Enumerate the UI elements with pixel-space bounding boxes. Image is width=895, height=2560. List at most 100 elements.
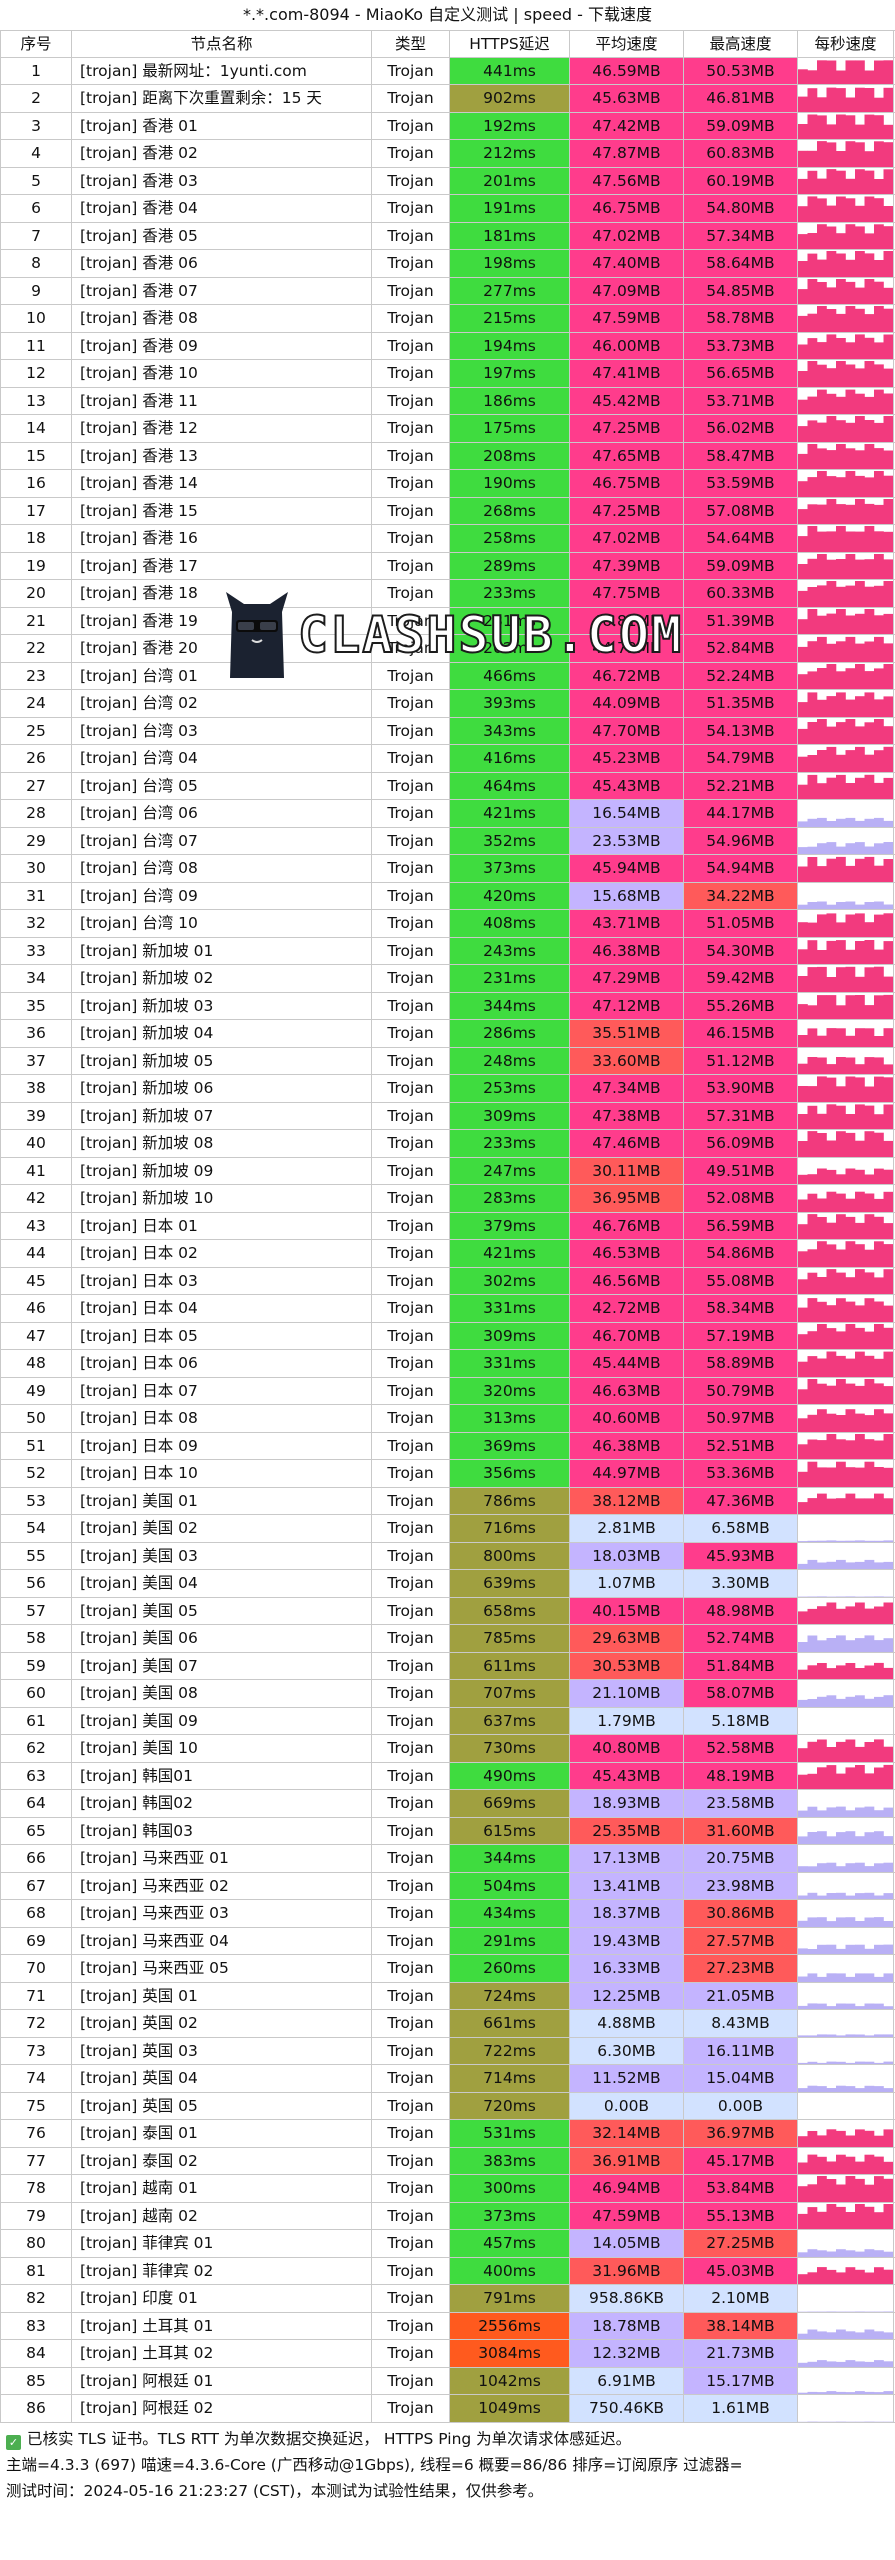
- speed-sample-bar: [874, 1696, 884, 1707]
- row-index: 72: [0, 2010, 72, 2037]
- speed-sample-bar: [826, 2331, 837, 2339]
- speed-sample-bar: [864, 1298, 875, 1322]
- max-speed: 15.17MB: [684, 2367, 798, 2394]
- speed-sample-bar: [855, 1835, 865, 1844]
- row-index: 33: [0, 937, 72, 964]
- avg-speed: 45.23MB: [570, 745, 684, 772]
- max-speed: 53.90MB: [684, 1075, 798, 1102]
- https-latency: 464ms: [450, 772, 570, 799]
- speed-sample-bar: [883, 1667, 893, 1679]
- speed-sample-bar: [826, 1351, 837, 1377]
- speed-sample-bar: [855, 696, 865, 717]
- max-speed: 27.25MB: [684, 2230, 798, 2257]
- table-row: 39 [trojan] 新加坡 07 Trojan 309ms 47.38MB 57.31…: [0, 1102, 895, 1130]
- speed-sample-bar: [807, 670, 818, 689]
- max-speed: 54.30MB: [684, 937, 798, 964]
- avg-speed: 14.05MB: [570, 2230, 684, 2257]
- speed-sample-bar: [864, 1438, 875, 1459]
- speed-sample-bar: [855, 1268, 865, 1294]
- per-second-speed-graph: [798, 1322, 894, 1349]
- speed-sample-bar: [874, 1216, 884, 1239]
- node-name: [trojan] 阿根廷 02: [72, 2395, 372, 2422]
- speed-sample-bar: [798, 1113, 808, 1129]
- speed-sample-bar: [817, 306, 827, 332]
- speed-sample-bar: [817, 97, 827, 112]
- speed-sample-bar: [855, 1327, 865, 1349]
- speed-sample-bar: [807, 901, 818, 909]
- row-index: 51: [0, 1432, 72, 1459]
- per-second-speed-graph: [798, 800, 894, 827]
- speed-sample-bar: [807, 150, 818, 167]
- speed-sample-bar: [836, 1664, 846, 1679]
- speed-sample-bar: [798, 68, 808, 84]
- table-row: 44 [trojan] 日本 02 Trojan 421ms 46.53MB 54.86M…: [0, 1240, 895, 1268]
- speed-sample-bar: [807, 818, 818, 827]
- table-row: 62 [trojan] 美国 10 Trojan 730ms 40.80MB 52.58M…: [0, 1735, 895, 1763]
- speed-sample-bar: [883, 1602, 893, 1624]
- speed-sample-bar: [826, 1944, 837, 1954]
- speed-sample-bar: [807, 1173, 818, 1184]
- node-name: [trojan] 越南 02: [72, 2202, 372, 2229]
- https-latency: 344ms: [450, 992, 570, 1019]
- speed-sample-bar: [864, 2272, 875, 2284]
- speed-sample-bar: [817, 504, 827, 524]
- per-second-speed-graph: [798, 772, 894, 799]
- node-name: [trojan] 香港 01: [72, 112, 372, 139]
- node-type: Trojan: [372, 552, 450, 579]
- speed-sample-bar: [807, 337, 818, 359]
- speed-sample-bar: [864, 1056, 875, 1074]
- speed-sample-bar: [807, 2271, 818, 2284]
- node-name: [trojan] 英国 03: [72, 2037, 372, 2064]
- speed-sample-bar: [883, 994, 893, 1019]
- node-name: [trojan] 日本 04: [72, 1295, 372, 1322]
- avg-speed: 750.46KB: [570, 2395, 684, 2422]
- node-name: [trojan] 日本 05: [72, 1322, 372, 1349]
- speed-sample-bar: [798, 846, 808, 854]
- col-header-https-latency: HTTPS延迟: [450, 31, 570, 57]
- speed-sample-bar: [855, 858, 865, 882]
- avg-speed: 44.09MB: [570, 690, 684, 717]
- node-type: Trojan: [372, 1102, 450, 1129]
- speed-sample-bar: [855, 1244, 865, 1267]
- speed-sample-bar: [826, 1807, 837, 1817]
- speed-sample-bar: [883, 2129, 893, 2147]
- node-name: [trojan] 土耳其 02: [72, 2340, 372, 2367]
- speed-sample-bar: [845, 504, 856, 524]
- speed-sample-bar: [807, 1414, 818, 1432]
- speed-sample-bar: [826, 1467, 837, 1487]
- table-row: 9 [trojan] 香港 07 Trojan 277ms 47.09MB 54.85MB: [0, 277, 895, 305]
- speed-sample-bar: [874, 341, 884, 359]
- speed-sample-bar: [855, 1807, 865, 1817]
- speed-sample-bar: [817, 364, 827, 387]
- avg-speed: 47.25MB: [570, 497, 684, 524]
- table-row: 64 [trojan] 韩国02 Trojan 669ms 18.93MB 23.58MB: [0, 1790, 895, 1818]
- speed-sample-bar: [855, 994, 865, 1019]
- speed-sample-bar: [836, 2361, 846, 2367]
- table-row: 70 [trojan] 马来西亚 05 Trojan 260ms 16.33MB 27.2…: [0, 1955, 895, 1983]
- speed-sample-bar: [855, 1892, 865, 1899]
- speed-sample-bar: [883, 725, 893, 744]
- speed-sample-bar: [864, 1213, 875, 1239]
- speed-sample-bar: [817, 2003, 827, 2009]
- speed-sample-bar: [874, 223, 884, 249]
- per-second-speed-graph: [798, 552, 894, 579]
- speed-sample-bar: [807, 2249, 818, 2257]
- speed-sample-bar: [874, 553, 884, 579]
- speed-sample-bar: [864, 1831, 875, 1844]
- speed-sample-bar: [864, 1665, 875, 1679]
- per-second-speed-graph: [798, 1927, 894, 1954]
- per-second-speed-graph: [798, 827, 894, 854]
- speed-sample-bar: [883, 1244, 893, 1267]
- speed-sample-bar: [864, 670, 875, 689]
- speed-sample-bar: [836, 721, 846, 744]
- node-name: [trojan] 马来西亚 04: [72, 1927, 372, 1954]
- node-name: [trojan] 马来西亚 05: [72, 1955, 372, 1982]
- speed-sample-bar: [845, 585, 856, 607]
- speed-sample-bar: [817, 1057, 827, 1074]
- max-speed: 49.51MB: [684, 1157, 798, 1184]
- table-row: 21 [trojan] 香港 19 Trojan 281ms 46.81MB 51.39M…: [0, 607, 895, 635]
- node-name: [trojan] 泰国 02: [72, 2147, 372, 2174]
- speed-sample-bar: [807, 1298, 818, 1322]
- speed-sample-bar: [826, 2088, 837, 2092]
- speed-sample-bar: [798, 1699, 808, 1707]
